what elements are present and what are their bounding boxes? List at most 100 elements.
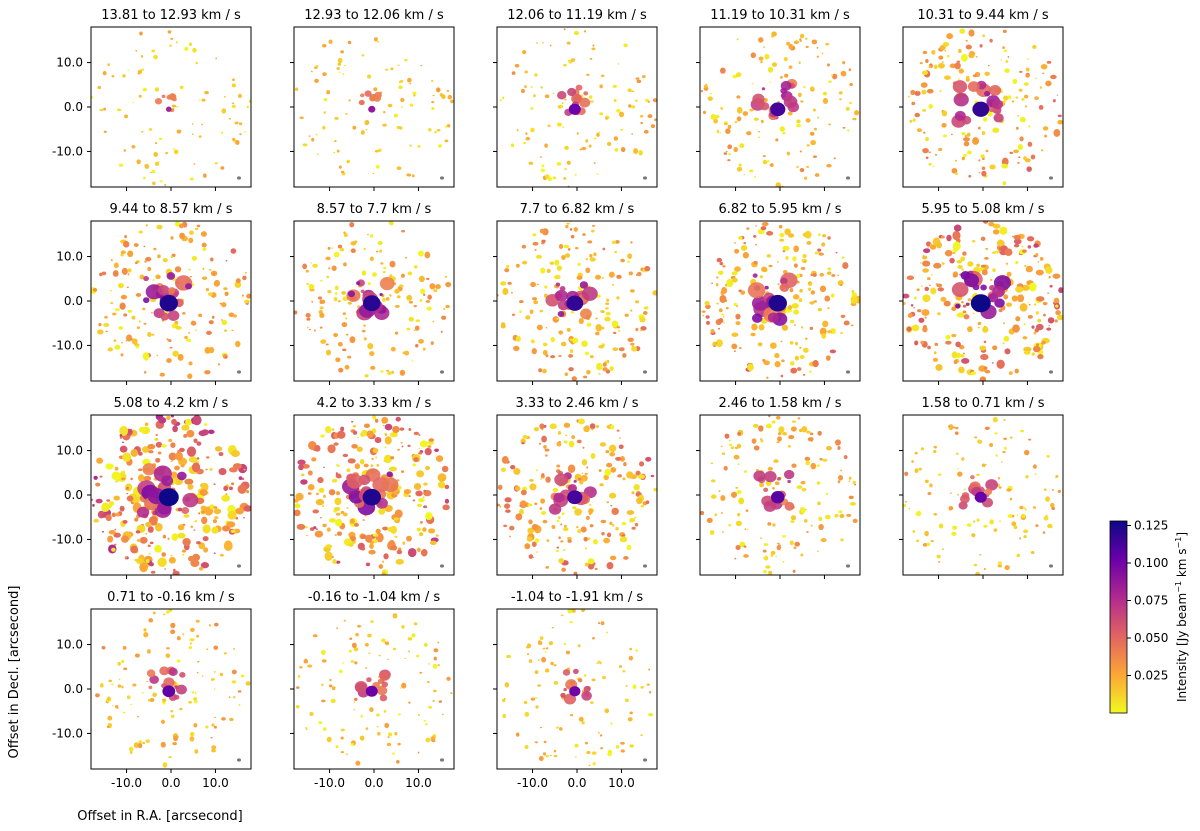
emission-pixel [147, 331, 152, 338]
emission-pixel [985, 247, 989, 250]
emission-pixel [910, 304, 914, 307]
emission-pixel [412, 463, 417, 467]
beam-marker [643, 758, 647, 762]
emission-pixel [514, 486, 521, 491]
emission-pixel [183, 514, 190, 518]
emission-pixel [343, 232, 348, 238]
emission-pixel [584, 547, 588, 550]
emission-core-outer [972, 284, 980, 291]
emission-pixel [596, 173, 599, 175]
emission-pixel [726, 278, 734, 288]
emission-pixel [355, 632, 359, 637]
emission-pixel [959, 345, 965, 350]
emission-pixel [528, 161, 534, 165]
emission-core [970, 294, 991, 313]
emission-pixel [1012, 324, 1020, 333]
emission-pixel [721, 452, 725, 455]
emission-pixel [513, 467, 521, 475]
emission-pixel [159, 372, 165, 377]
emission-pixel [929, 284, 931, 287]
emission-pixel [223, 652, 227, 655]
emission-pixel [562, 549, 566, 551]
emission-pixel [753, 117, 759, 121]
emission-pixel [1044, 134, 1047, 138]
emission-core-outer [760, 102, 770, 111]
emission-pixel [971, 533, 976, 538]
emission-pixel [730, 446, 735, 450]
emission-pixel [760, 226, 767, 231]
emission-pixel [386, 742, 392, 747]
colorbar-tick-label: 0.075 [1134, 594, 1168, 608]
emission-pixel [643, 129, 649, 134]
emission-pixel [436, 87, 441, 93]
emission-pixel [118, 326, 124, 330]
emission-pixel [924, 316, 927, 319]
emission-pixel [202, 536, 209, 542]
emission-pixel [190, 559, 200, 568]
emission-pixel [387, 736, 390, 739]
emission-pixel [951, 531, 957, 536]
emission-pixel [539, 309, 544, 313]
emission-core [362, 488, 381, 506]
emission-pixel [340, 426, 345, 432]
emission-pixel [431, 79, 434, 83]
emission-pixel [634, 516, 637, 519]
emission-pixel [776, 441, 780, 444]
emission-pixel [121, 659, 125, 663]
emission-pixel [733, 302, 738, 307]
emission-pixel [235, 507, 244, 515]
emission-core-outer [347, 290, 356, 298]
emission-pixel [368, 652, 371, 655]
emission-pixel [351, 444, 358, 449]
emission-pixel [174, 221, 181, 227]
emission-pixel [182, 537, 191, 546]
emission-pixel [545, 454, 548, 457]
emission-pixel [360, 715, 363, 718]
emission-pixel [1053, 128, 1061, 137]
emission-pixel [376, 713, 380, 717]
emission-pixel [504, 682, 510, 688]
emission-pixel [560, 341, 567, 347]
emission-pixel [588, 95, 593, 99]
emission-core-outer [958, 501, 968, 510]
emission-pixel [136, 159, 141, 165]
emission-pixel [800, 100, 804, 103]
emission-pixel [334, 497, 342, 506]
emission-pixel [425, 300, 431, 303]
emission-pixel [541, 429, 544, 431]
emission-pixel [989, 164, 996, 170]
emission-pixel [195, 61, 199, 65]
emission-pixel [634, 522, 639, 527]
emission-pixel [383, 266, 387, 270]
emission-core-outer [154, 97, 163, 105]
emission-pixel [153, 247, 157, 251]
emission-pixel [230, 248, 237, 254]
emission-pixel [390, 545, 398, 551]
emission-pixel [345, 317, 348, 320]
emission-pixel [109, 289, 113, 292]
emission-pixel [121, 535, 129, 543]
emission-pixel [196, 441, 202, 446]
emission-pixel [195, 619, 200, 623]
emission-pixel [1009, 497, 1013, 501]
emission-pixel [532, 241, 539, 246]
emission-pixel [968, 29, 975, 37]
emission-pixel [235, 340, 241, 348]
emission-pixel [515, 732, 520, 737]
emission-pixel [511, 71, 516, 75]
emission-pixel [178, 447, 185, 453]
emission-pixel [139, 536, 148, 544]
emission-pixel [589, 253, 593, 258]
emission-pixel [1005, 302, 1013, 307]
emission-pixel [1048, 276, 1051, 279]
emission-pixel [370, 234, 374, 238]
emission-pixel [971, 240, 976, 243]
emission-pixel [436, 129, 441, 132]
emission-pixel [211, 315, 215, 319]
emission-pixel [992, 345, 998, 351]
emission-pixel [985, 149, 989, 153]
emission-pixel [169, 44, 172, 47]
emission-pixel [111, 312, 117, 316]
emission-pixel [1054, 319, 1058, 323]
